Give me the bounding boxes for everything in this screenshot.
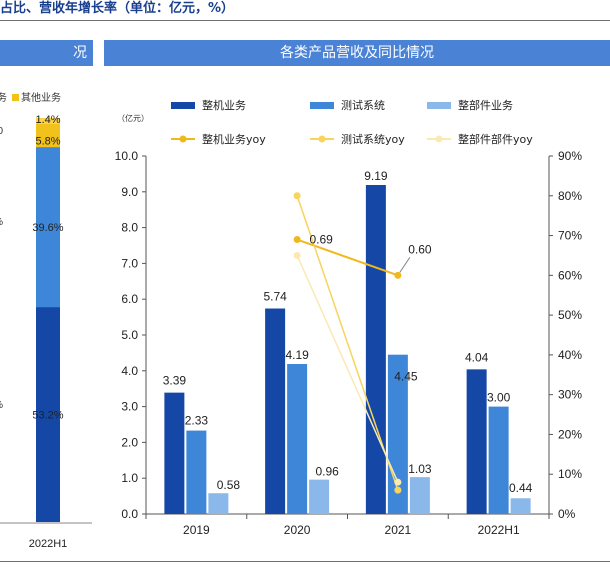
left-x-tick-label: 2022H1 <box>29 538 68 550</box>
y2-tick-label: 0% <box>558 507 576 521</box>
yoy-label-leader <box>399 257 411 273</box>
left-legend-partial-label: 务 <box>0 91 7 104</box>
legend-label-bar-0: 整机业务 <box>202 98 246 112</box>
bar-label-2-2: 1.03 <box>408 462 432 476</box>
left-panel-header: 况 <box>0 40 93 66</box>
bar-label-0-2: 9.19 <box>364 169 388 183</box>
left-edge-tick: 0 <box>0 126 3 137</box>
left-edge-label-0: % <box>0 217 3 228</box>
yoy-label-2: 0.60 <box>408 242 432 256</box>
legend-label-bar-2: 整部件业务 <box>458 98 513 112</box>
yoy-point-2-1 <box>394 478 402 486</box>
bottom-rule <box>0 561 610 562</box>
stacked-segment-1 <box>36 147 60 308</box>
y-tick-label: 8.0 <box>121 221 138 235</box>
yoy-label-1: 0.69 <box>309 233 333 247</box>
legend-swatch-bar-0 <box>171 102 195 109</box>
y-tick-label: 1.0 <box>121 471 138 485</box>
bar-label-1-0: 2.33 <box>185 414 209 428</box>
x-tick-label: 2020 <box>284 523 311 537</box>
y2-tick-label: 70% <box>558 229 582 243</box>
stacked-label-2: 5.8% <box>35 135 60 147</box>
yoy-point-2-0 <box>293 251 301 259</box>
yoy-point-1-0 <box>293 192 301 200</box>
bar-2-2 <box>409 477 430 514</box>
yoy-point-0-0 <box>293 236 301 244</box>
figure-title: 占比、营收年增长率（单位：亿元，%） <box>0 1 235 16</box>
bar-label-2-3: 0.44 <box>509 481 533 495</box>
bar-0-1 <box>265 308 286 514</box>
y2-tick-label: 80% <box>558 189 582 203</box>
y2-tick-label: 50% <box>558 308 582 322</box>
yoy-line-2 <box>296 255 399 483</box>
y-tick-label: 4.0 <box>121 364 138 378</box>
y2-tick-label: 90% <box>558 149 582 163</box>
bar-0-2 <box>365 184 386 515</box>
left-edge-label-1: % <box>0 400 3 411</box>
y-tick-label: 9.0 <box>121 185 138 199</box>
y-tick-label: 5.0 <box>121 328 138 342</box>
yoy-point-1-1 <box>394 486 402 494</box>
bar-label-2-0: 0.58 <box>217 478 241 492</box>
legend-swatch-point-2 <box>435 135 443 143</box>
bar-1-0 <box>186 430 207 514</box>
y-tick-label: 2.0 <box>121 435 138 449</box>
y-tick-label: 7.0 <box>121 256 138 270</box>
y2-tick-label: 30% <box>558 388 582 402</box>
y-tick-label: 10.0 <box>115 149 139 163</box>
left-legend-other-swatch <box>12 94 19 101</box>
y-tick-label: 6.0 <box>121 292 138 306</box>
bar-label-0-3: 4.04 <box>465 350 489 364</box>
stacked-label-3: 1.4% <box>35 114 60 126</box>
y2-tick-label: 10% <box>558 467 582 481</box>
bar-label-1-1: 4.19 <box>285 348 309 362</box>
bar-0-0 <box>164 392 185 514</box>
bar-label-0-1: 5.74 <box>263 290 287 304</box>
legend-swatch-bar-1 <box>310 102 334 109</box>
legend-label-line-0: 整机业务yoy <box>202 132 266 146</box>
y2-tick-label: 40% <box>558 348 582 362</box>
x-tick-label: 2022H1 <box>478 523 520 537</box>
legend-swatch-point-0 <box>179 135 187 143</box>
yoy-line-1 <box>296 195 399 491</box>
legend-swatch-bar-2 <box>427 102 451 109</box>
bar-label-1-2: 4.45 <box>394 370 418 384</box>
yoy-point-0-1 <box>394 271 402 279</box>
left-legend-other-label: 其他业务 <box>21 91 61 104</box>
y2-tick-label: 60% <box>558 268 582 282</box>
legend-swatch-point-1 <box>318 135 326 143</box>
top-rule <box>0 20 610 21</box>
bar-2-1 <box>309 479 330 514</box>
bar-label-1-3: 3.00 <box>487 391 511 405</box>
bar-2-3 <box>510 498 531 514</box>
bar-1-3 <box>488 406 509 514</box>
stacked-segment-3 <box>36 118 60 124</box>
x-tick-label: 2021 <box>385 523 412 537</box>
stacked-segment-0 <box>36 307 60 522</box>
bar-label-0-0: 3.39 <box>163 374 187 388</box>
y-tick-label: 0.0 <box>121 507 138 521</box>
y-axis-unit-label: （亿元） <box>117 113 149 123</box>
stacked-label-1: 39.6% <box>32 222 63 234</box>
bar-1-1 <box>287 363 308 514</box>
bar-2-0 <box>208 493 229 514</box>
y-tick-label: 3.0 <box>121 400 138 414</box>
legend-label-line-2: 整部件部件yoy <box>458 132 533 146</box>
bar-label-2-1: 0.96 <box>315 465 339 479</box>
right-panel-header: 各类产品营收及同比情况 <box>104 40 610 66</box>
stacked-segment-2 <box>36 123 60 148</box>
stacked-label-0: 53.2% <box>32 410 63 422</box>
bar-0-3 <box>466 369 487 514</box>
x-tick-label: 2019 <box>183 523 210 537</box>
legend-label-bar-1: 测试系统 <box>341 99 385 112</box>
legend-label-line-1: 测试系统yoy <box>341 133 405 146</box>
y2-tick-label: 20% <box>558 427 582 441</box>
left-panel-header-text: 况 <box>73 45 87 61</box>
